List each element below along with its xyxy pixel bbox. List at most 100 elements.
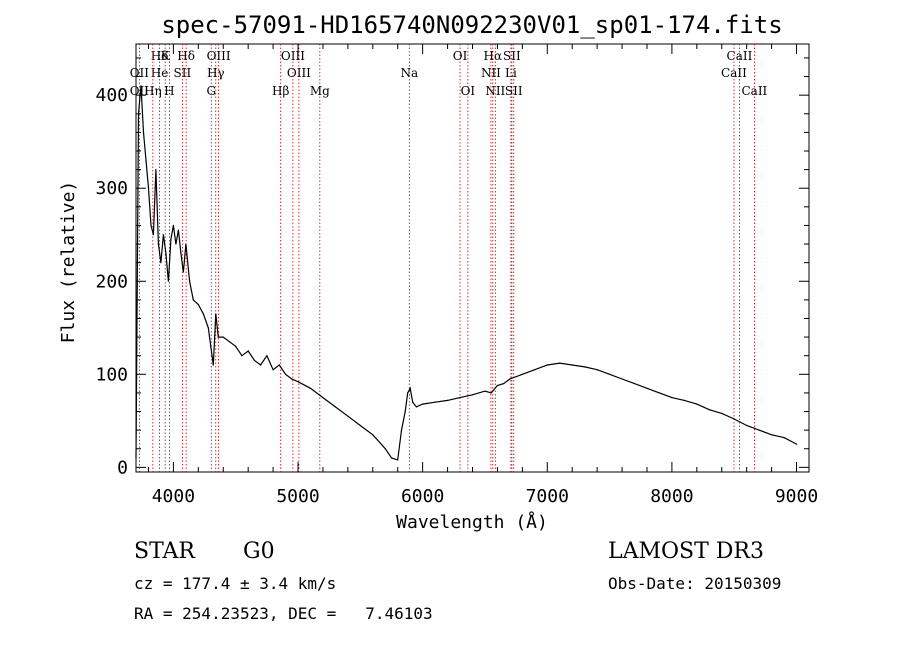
spectrum-point [180, 252, 182, 254]
spectrum-point [212, 364, 214, 366]
spectrum-point [177, 229, 179, 231]
x-axis-label: Wavelength (Å) [396, 511, 548, 533]
spectral-line-label: G [206, 84, 216, 98]
spectrum-point [247, 350, 249, 352]
spectrum-point [272, 369, 274, 371]
x-tick-label: 9000 [775, 486, 818, 507]
spectrum-point [496, 384, 498, 387]
x-tick-label: 6000 [401, 486, 444, 507]
spectrum-point [167, 280, 169, 282]
spectrum-point [409, 387, 411, 389]
spectrum-point [359, 424, 361, 427]
spectrum-point [297, 381, 299, 383]
spectral-line-label: OI [453, 49, 468, 63]
spectral-line-label: NII [481, 66, 501, 80]
spectrum-point [217, 336, 219, 338]
axes: 4000 5000 6000 7000 8000 9000 0 100 200 300 400 [95, 43, 818, 507]
spectrum-point [584, 366, 586, 368]
spectrum-point [390, 457, 393, 459]
spectrum-point [157, 243, 159, 245]
spectrum-point [215, 313, 217, 315]
spectrum-point [347, 415, 349, 417]
spectrum-point [459, 397, 461, 399]
spectrum-point [372, 434, 374, 436]
spectrum-point [155, 169, 157, 171]
spectral-line-label: He [151, 66, 169, 80]
survey-name: LAMOST DR3 [608, 539, 764, 564]
spectrum-point [559, 362, 561, 364]
spectrum-point [241, 355, 243, 357]
spectral-line-label: Hα [484, 49, 503, 63]
spectrum-point [322, 397, 324, 399]
spectrum-point [746, 424, 748, 427]
spectrum-point [609, 373, 611, 375]
spectrum-point [447, 399, 449, 401]
spectrum-point [671, 397, 673, 399]
chart-title: spec-57091-HD165740N092230V01_sp01-174.f… [161, 11, 782, 39]
spectrum-point [503, 383, 505, 385]
x-tick-label: 8000 [650, 486, 693, 507]
spectrum-point [160, 262, 162, 264]
spectrum-point [192, 299, 194, 301]
spectrum-point [415, 406, 417, 408]
spectrum-point [210, 345, 212, 347]
spectrum-point [771, 434, 773, 436]
spectrum-point [546, 364, 548, 366]
spectrum-point [197, 303, 199, 306]
spectrum-point [795, 443, 798, 445]
spectrum-point [658, 392, 661, 394]
spectral-line-label: Hδ [151, 49, 169, 63]
spectrum-point [484, 390, 486, 392]
spectrum-line [135, 85, 797, 461]
subclass: G0 [243, 539, 275, 564]
spectral-line-label: OIII [281, 49, 305, 63]
spectral-line-label: Hη [144, 84, 162, 98]
spectrum-point [137, 113, 140, 115]
y-tick-label: 200 [95, 271, 128, 292]
spectrum-point [521, 373, 524, 375]
spectrum-point [266, 355, 268, 357]
spectral-line-label: Na [400, 66, 418, 80]
spectrum-point [285, 373, 287, 375]
x-tick-label: 4000 [152, 486, 195, 507]
y-tick-label: 0 [117, 457, 128, 478]
spectrum-point [207, 327, 209, 329]
spectral-line-label: H [164, 84, 174, 98]
spectrum-point [228, 341, 231, 343]
spectrum-point [142, 131, 145, 133]
spectrum-point [253, 359, 255, 361]
spectrum-point [571, 364, 573, 366]
object-type: STAR [134, 539, 195, 564]
spectral-line-label: SII [505, 84, 523, 98]
spectrum-point [733, 418, 735, 420]
spectrum-point [260, 364, 262, 366]
spectrum-point [397, 459, 399, 461]
spectrum-point [291, 378, 293, 380]
spectral-line-label: Li [505, 66, 517, 80]
y-tick-label: 100 [95, 364, 128, 385]
spectrum-point [309, 387, 312, 389]
spectrum-point [400, 429, 403, 431]
spectrum-point [334, 406, 336, 408]
x-tick-label: 5000 [276, 486, 319, 507]
spectrum-point [509, 378, 511, 380]
spectrum-point [412, 401, 414, 403]
spectrum-point [422, 403, 424, 405]
redshift-cz: cz = 177.4 ± 3.4 km/s [134, 574, 337, 593]
spectral-line-label: Mg [310, 84, 330, 98]
spectrum-point [150, 224, 152, 226]
spectral-line-label: Hβ [272, 84, 289, 98]
spectral-line-label: Hγ [207, 66, 225, 80]
spectral-line-label: OIII [207, 49, 231, 63]
spectrum-point [683, 399, 686, 401]
spectrum-point [278, 364, 280, 366]
y-tick-label: 400 [95, 85, 128, 106]
y-tick-label: 300 [95, 178, 128, 199]
spectrum-point [407, 392, 409, 394]
spectrum-point [404, 410, 406, 413]
spectrum-point [534, 369, 536, 371]
spectral-line-label: CaII [741, 84, 767, 98]
spectral-line-label: K [161, 49, 171, 63]
